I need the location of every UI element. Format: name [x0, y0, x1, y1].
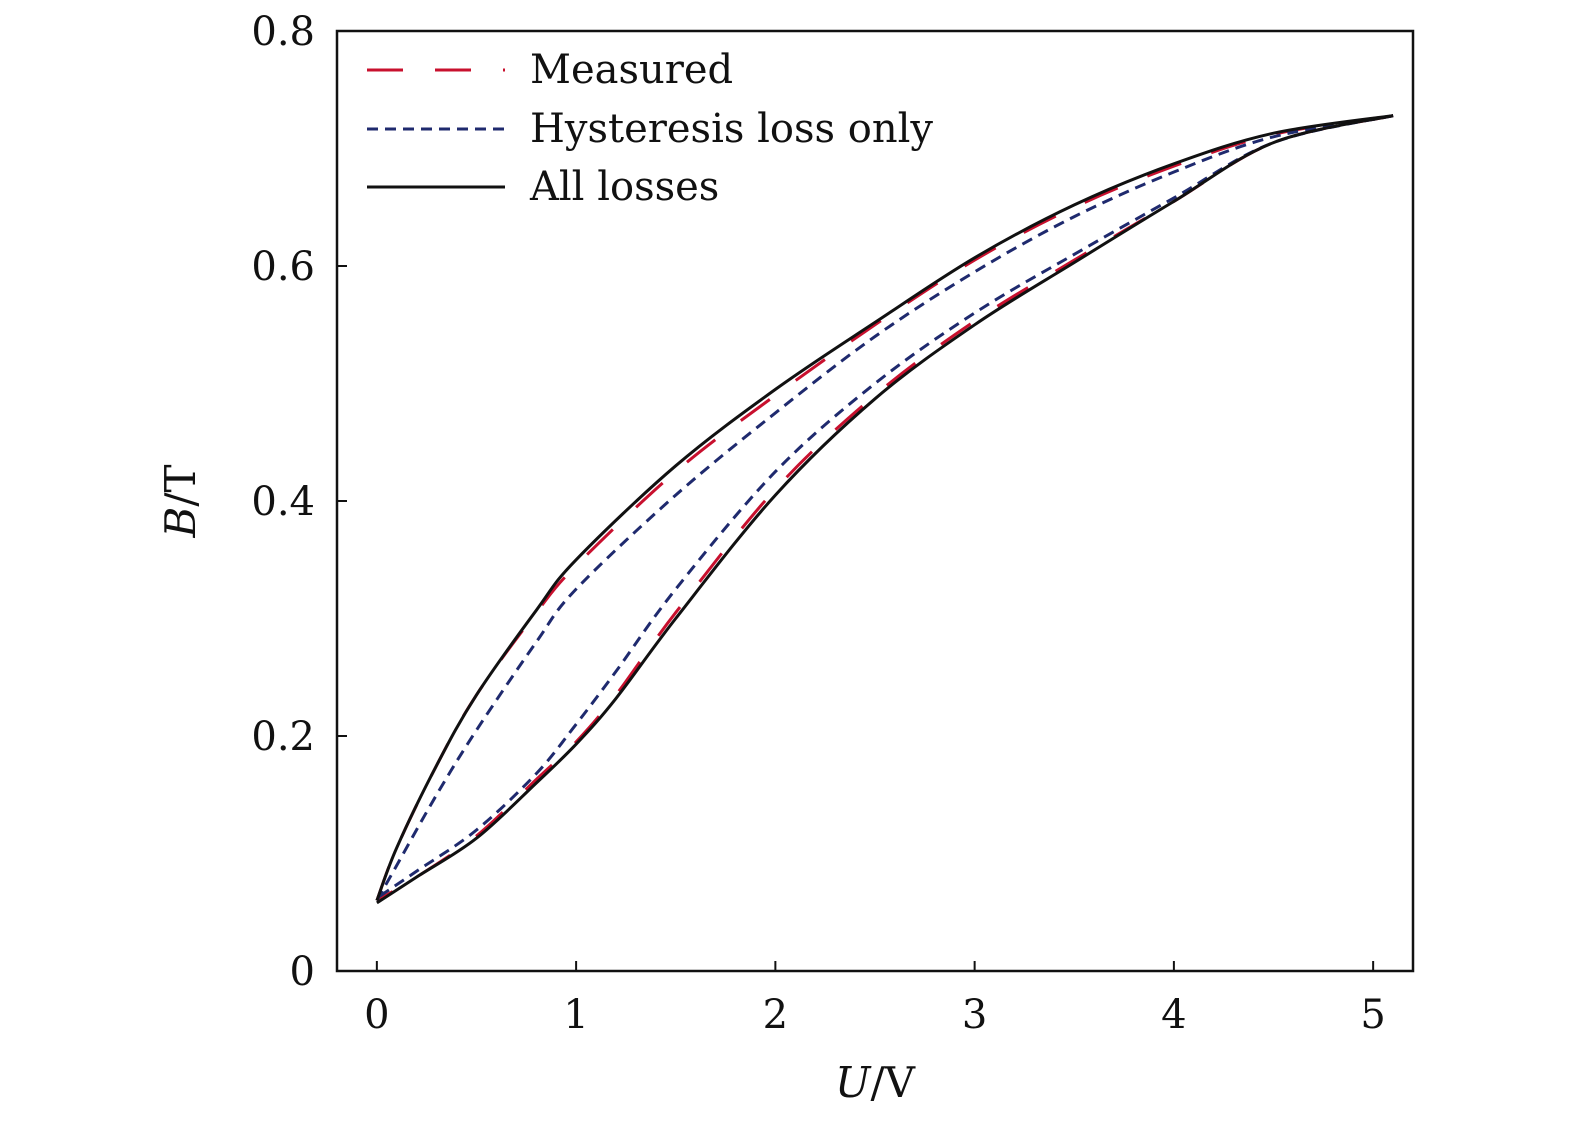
- y-tick-label: 0.6: [251, 244, 315, 290]
- legend-label-hysteresis: Hysteresis loss only: [530, 106, 933, 152]
- x-tick-label: 0: [364, 992, 389, 1038]
- legend-label-measured: Measured: [530, 47, 733, 93]
- plot-frame: [335, 29, 1415, 973]
- legend-label-all-losses: All losses: [529, 164, 719, 210]
- axis-ticks: 0 1 2 3 4 5 0 0.2 0.4 0.6 0.8: [251, 9, 1385, 1038]
- series-measured-upper-branch: [375, 114, 1394, 902]
- x-tick-label: 5: [1360, 992, 1385, 1038]
- x-tick-label: 1: [563, 992, 588, 1038]
- legend: Measured Hysteresis loss only All losses: [367, 47, 933, 210]
- series-all-losses-upper-branch: [375, 114, 1394, 902]
- series-hysteresis-loss-only-lower-branch: [376, 114, 1394, 900]
- y-tick-label: 0.4: [251, 479, 315, 525]
- y-tick-label: 0.8: [251, 9, 315, 55]
- x-axis-label: U/V: [835, 1058, 916, 1107]
- plot-curves: [375, 114, 1394, 905]
- series-hysteresis-loss-only-upper-branch: [375, 114, 1394, 902]
- y-tick-label: 0: [290, 949, 315, 995]
- x-axis-label-var: U: [835, 1058, 872, 1107]
- x-tick-label: 4: [1161, 992, 1186, 1038]
- x-axis-label-unit: /V: [870, 1058, 915, 1107]
- y-axis-label-unit: /T: [156, 464, 205, 506]
- y-tick-label: 0.2: [251, 714, 315, 760]
- x-tick-label: 2: [763, 992, 788, 1038]
- x-tick-label: 3: [962, 992, 987, 1038]
- series-all-losses-lower-branch: [376, 114, 1394, 905]
- y-axis-label: B/T: [156, 464, 205, 538]
- y-axis-label-var: B: [156, 507, 205, 539]
